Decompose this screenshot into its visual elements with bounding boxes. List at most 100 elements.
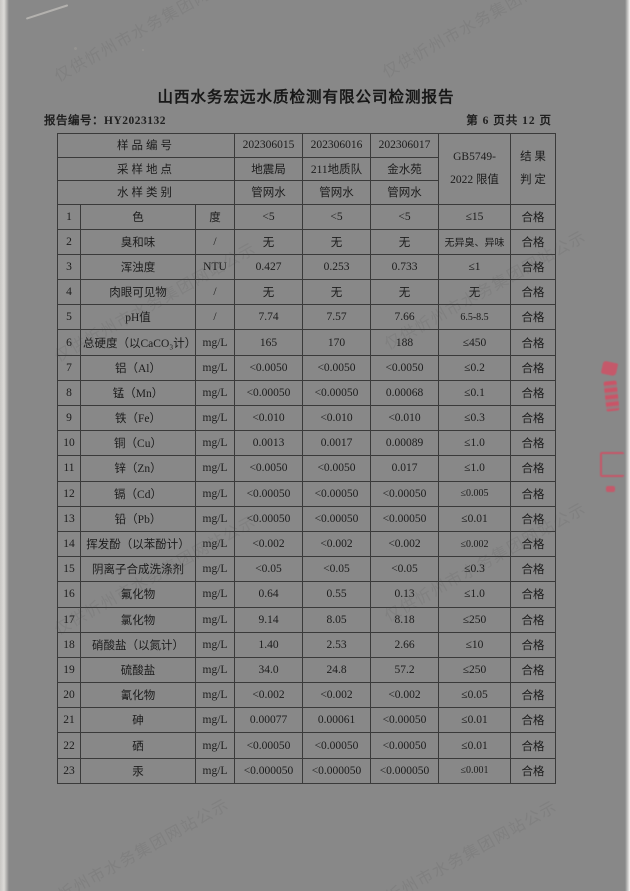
table-row: 20 氰化物 mg/L <0.002 <0.002 <0.002 ≤0.05 合格 <box>57 682 556 709</box>
result-value: 合格 <box>510 203 556 230</box>
param-name: 铜（Cu） <box>80 430 196 457</box>
results-table: 样品编号 202306015 202306016 202306017 GB574… <box>57 133 556 784</box>
scan-speck <box>142 49 144 51</box>
row-number: 22 <box>57 732 81 759</box>
result-value: 合格 <box>510 354 556 381</box>
limit-value: ≤0.01 <box>438 732 511 759</box>
param-name: 铝（Al） <box>80 354 196 381</box>
sample1-number: 202306015 <box>234 133 303 158</box>
limit-value: 无 <box>438 279 511 306</box>
result-value: 合格 <box>510 430 556 457</box>
result-value: 合格 <box>510 732 556 759</box>
row-number: 15 <box>57 556 81 583</box>
sample3-value: 0.13 <box>370 581 439 608</box>
param-name: 铁（Fe） <box>80 404 196 432</box>
result-header-line1: 结 果 <box>520 150 546 163</box>
sample3-value: 188 <box>370 329 439 356</box>
sample3-value: <0.000050 <box>370 757 439 784</box>
sample2-location: 211地质队 <box>302 156 371 181</box>
report-title: 山西水务宏远水质检测有限公司检测报告 <box>157 89 455 106</box>
sample3-value: <0.00050 <box>370 732 439 759</box>
param-unit: mg/L <box>195 354 235 381</box>
limit-value: ≤1 <box>438 253 511 281</box>
limit-value: ≤0.002 <box>438 530 511 558</box>
red-seal-fragment <box>606 486 615 492</box>
limit-value: ≤0.05 <box>438 682 511 709</box>
scan-edge-highlight <box>625 0 630 891</box>
result-value: 合格 <box>510 304 556 331</box>
param-name: 锌（Zn） <box>80 455 196 482</box>
sample2-value: 2.53 <box>302 631 371 658</box>
limit-value: ≤0.1 <box>438 379 511 407</box>
sample1-value: 7.74 <box>234 304 303 331</box>
param-name: 色 <box>80 203 196 230</box>
table-row: 19 硫酸盐 mg/L 34.0 24.8 57.2 ≤250 合格 <box>57 656 556 684</box>
corner-crease-mark <box>25 4 69 20</box>
sample1-value: 0.0013 <box>234 430 303 457</box>
row-number: 11 <box>57 455 81 482</box>
sample1-value: 0.00077 <box>234 707 303 734</box>
sample2-value: 0.253 <box>302 253 371 281</box>
row-number: 23 <box>57 757 81 784</box>
sample3-value: <0.00050 <box>370 505 439 532</box>
limit-value: ≤0.2 <box>438 354 511 381</box>
sample3-location: 金水苑 <box>370 156 439 181</box>
sample2-value: 0.00061 <box>302 707 371 734</box>
sample1-value: <0.0050 <box>234 354 303 381</box>
sample1-value: <0.05 <box>234 556 303 583</box>
result-value: 合格 <box>510 631 556 658</box>
sample3-value: <0.0050 <box>370 354 439 381</box>
param-unit: mg/L <box>195 480 235 507</box>
sample2-value: 8.05 <box>302 606 371 633</box>
sample1-value: <0.00050 <box>234 480 303 507</box>
sample1-value: 34.0 <box>234 656 303 684</box>
sample1-value: 1.40 <box>234 631 303 658</box>
sample3-value: 无 <box>370 279 439 306</box>
watermark: 仅供忻州市水务集团网站公示 <box>353 798 561 891</box>
table-row: 13 铅（Pb） mg/L <0.00050 <0.00050 <0.00050 ≤0.01… <box>57 505 556 532</box>
result-value: 合格 <box>510 379 556 407</box>
param-name: 砷 <box>80 707 196 734</box>
watermark: 仅供忻州市水务集团网站公示 <box>25 796 233 891</box>
row-number: 18 <box>57 631 81 658</box>
limit-value: ≤450 <box>438 329 511 356</box>
sample1-value: 无 <box>234 228 303 255</box>
red-seal-fragment <box>600 452 624 477</box>
sample2-value: <0.00050 <box>302 480 371 507</box>
limit-value: ≤15 <box>438 203 511 230</box>
row-number: 8 <box>57 379 81 407</box>
sample1-value: 9.14 <box>234 606 303 633</box>
row-number: 9 <box>57 404 81 432</box>
sample3-value: 无 <box>370 228 439 255</box>
limit-value: ≤10 <box>438 631 511 658</box>
sample2-value: 无 <box>302 279 371 306</box>
row-number: 1 <box>57 203 81 230</box>
limit-value: ≤0.01 <box>438 505 511 532</box>
sample1-value: 0.64 <box>234 581 303 608</box>
limit-header-line1: GB5749- <box>453 150 496 163</box>
sample1-value: <0.002 <box>234 530 303 558</box>
sample3-value: <0.00050 <box>370 707 439 734</box>
sample2-value: <0.0050 <box>302 455 371 482</box>
sampling-location-row: 采样地点 地震局 211地质队 金水苑 <box>57 156 556 181</box>
param-name: 硒 <box>80 732 196 759</box>
sample2-value: 24.8 <box>302 656 371 684</box>
sample1-value: <0.00050 <box>234 505 303 532</box>
param-unit: mg/L <box>195 379 235 407</box>
param-unit: mg/L <box>195 430 235 457</box>
limit-value: ≤0.005 <box>438 480 511 507</box>
result-header-line2: 判 定 <box>520 174 546 187</box>
sample3-value: <0.00050 <box>370 480 439 507</box>
sample2-value: 0.0017 <box>302 430 371 457</box>
param-unit: mg/L <box>195 581 235 608</box>
param-unit: mg/L <box>195 707 235 734</box>
table-row: 23 汞 mg/L <0.000050 <0.000050 <0.000050 ≤0.001… <box>57 757 556 784</box>
table-row: 14 挥发酚（以苯酚计） mg/L <0.002 <0.002 <0.002 ≤0.002 合… <box>57 530 556 558</box>
result-value: 合格 <box>510 404 556 432</box>
row-number: 5 <box>57 304 81 331</box>
sample1-value: <0.010 <box>234 404 303 432</box>
sample2-value: <0.05 <box>302 556 371 583</box>
sample1-value: 165 <box>234 329 303 356</box>
limit-value: ≤1.0 <box>438 581 511 608</box>
